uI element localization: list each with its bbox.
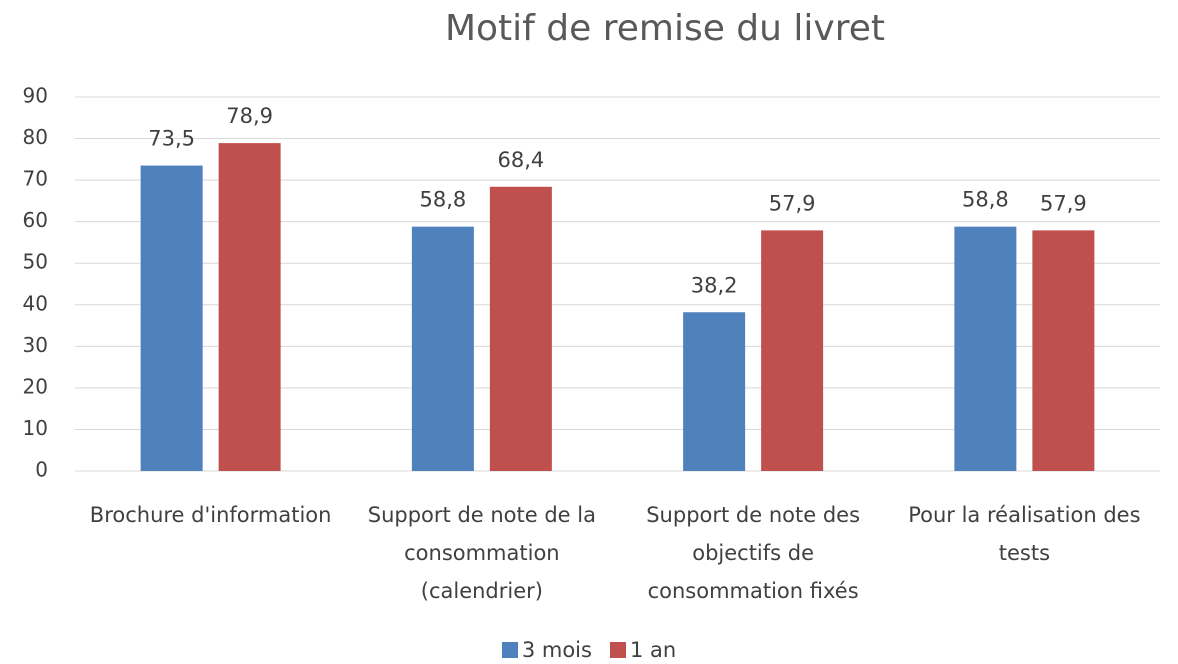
y-tick-label: 50	[23, 250, 48, 274]
x-tick-label: Brochure d'information	[89, 503, 332, 527]
legend-item: 3 mois	[501, 638, 592, 662]
x-tick-label: Support de note de la consommation (cale…	[367, 503, 596, 603]
data-label: 38,2	[691, 273, 738, 297]
data-label: 58,8	[962, 188, 1009, 212]
data-label: 78,9	[226, 104, 273, 128]
legend: 3 mois 1 an	[0, 638, 1178, 662]
data-label: 58,8	[419, 188, 466, 212]
y-tick-label: 60	[23, 208, 48, 232]
legend-item: 1 an	[609, 638, 677, 662]
y-tick-label: 90	[23, 84, 48, 108]
y-tick-label: 30	[23, 333, 48, 357]
legend-label: 1 an	[629, 638, 677, 662]
y-tick-label: 70	[23, 167, 48, 191]
legend-swatch	[501, 642, 518, 658]
y-tick-label: 10	[23, 416, 48, 440]
data-label: 57,9	[1040, 191, 1087, 215]
bar	[761, 230, 824, 471]
legend-label: 3 mois	[521, 638, 592, 662]
y-tick-label: 40	[23, 291, 48, 315]
x-tick-label: Support de note des objectifs de consomm…	[646, 503, 861, 603]
bar	[683, 312, 746, 471]
bar	[954, 226, 1017, 471]
data-label: 57,9	[769, 191, 816, 215]
bar	[411, 226, 474, 471]
bar	[140, 165, 203, 472]
legend-swatch	[609, 642, 626, 658]
x-tick-label: Pour la réalisation des tests	[908, 503, 1141, 565]
y-tick-label: 20	[23, 374, 48, 398]
y-tick-label: 0	[35, 458, 48, 482]
bar	[489, 186, 552, 471]
bar	[218, 143, 281, 472]
data-label: 73,5	[148, 127, 195, 151]
data-label: 68,4	[497, 148, 544, 172]
bar	[1032, 230, 1095, 471]
y-tick-label: 80	[23, 125, 48, 149]
chart-title: Motif de remise du livret	[445, 8, 885, 49]
